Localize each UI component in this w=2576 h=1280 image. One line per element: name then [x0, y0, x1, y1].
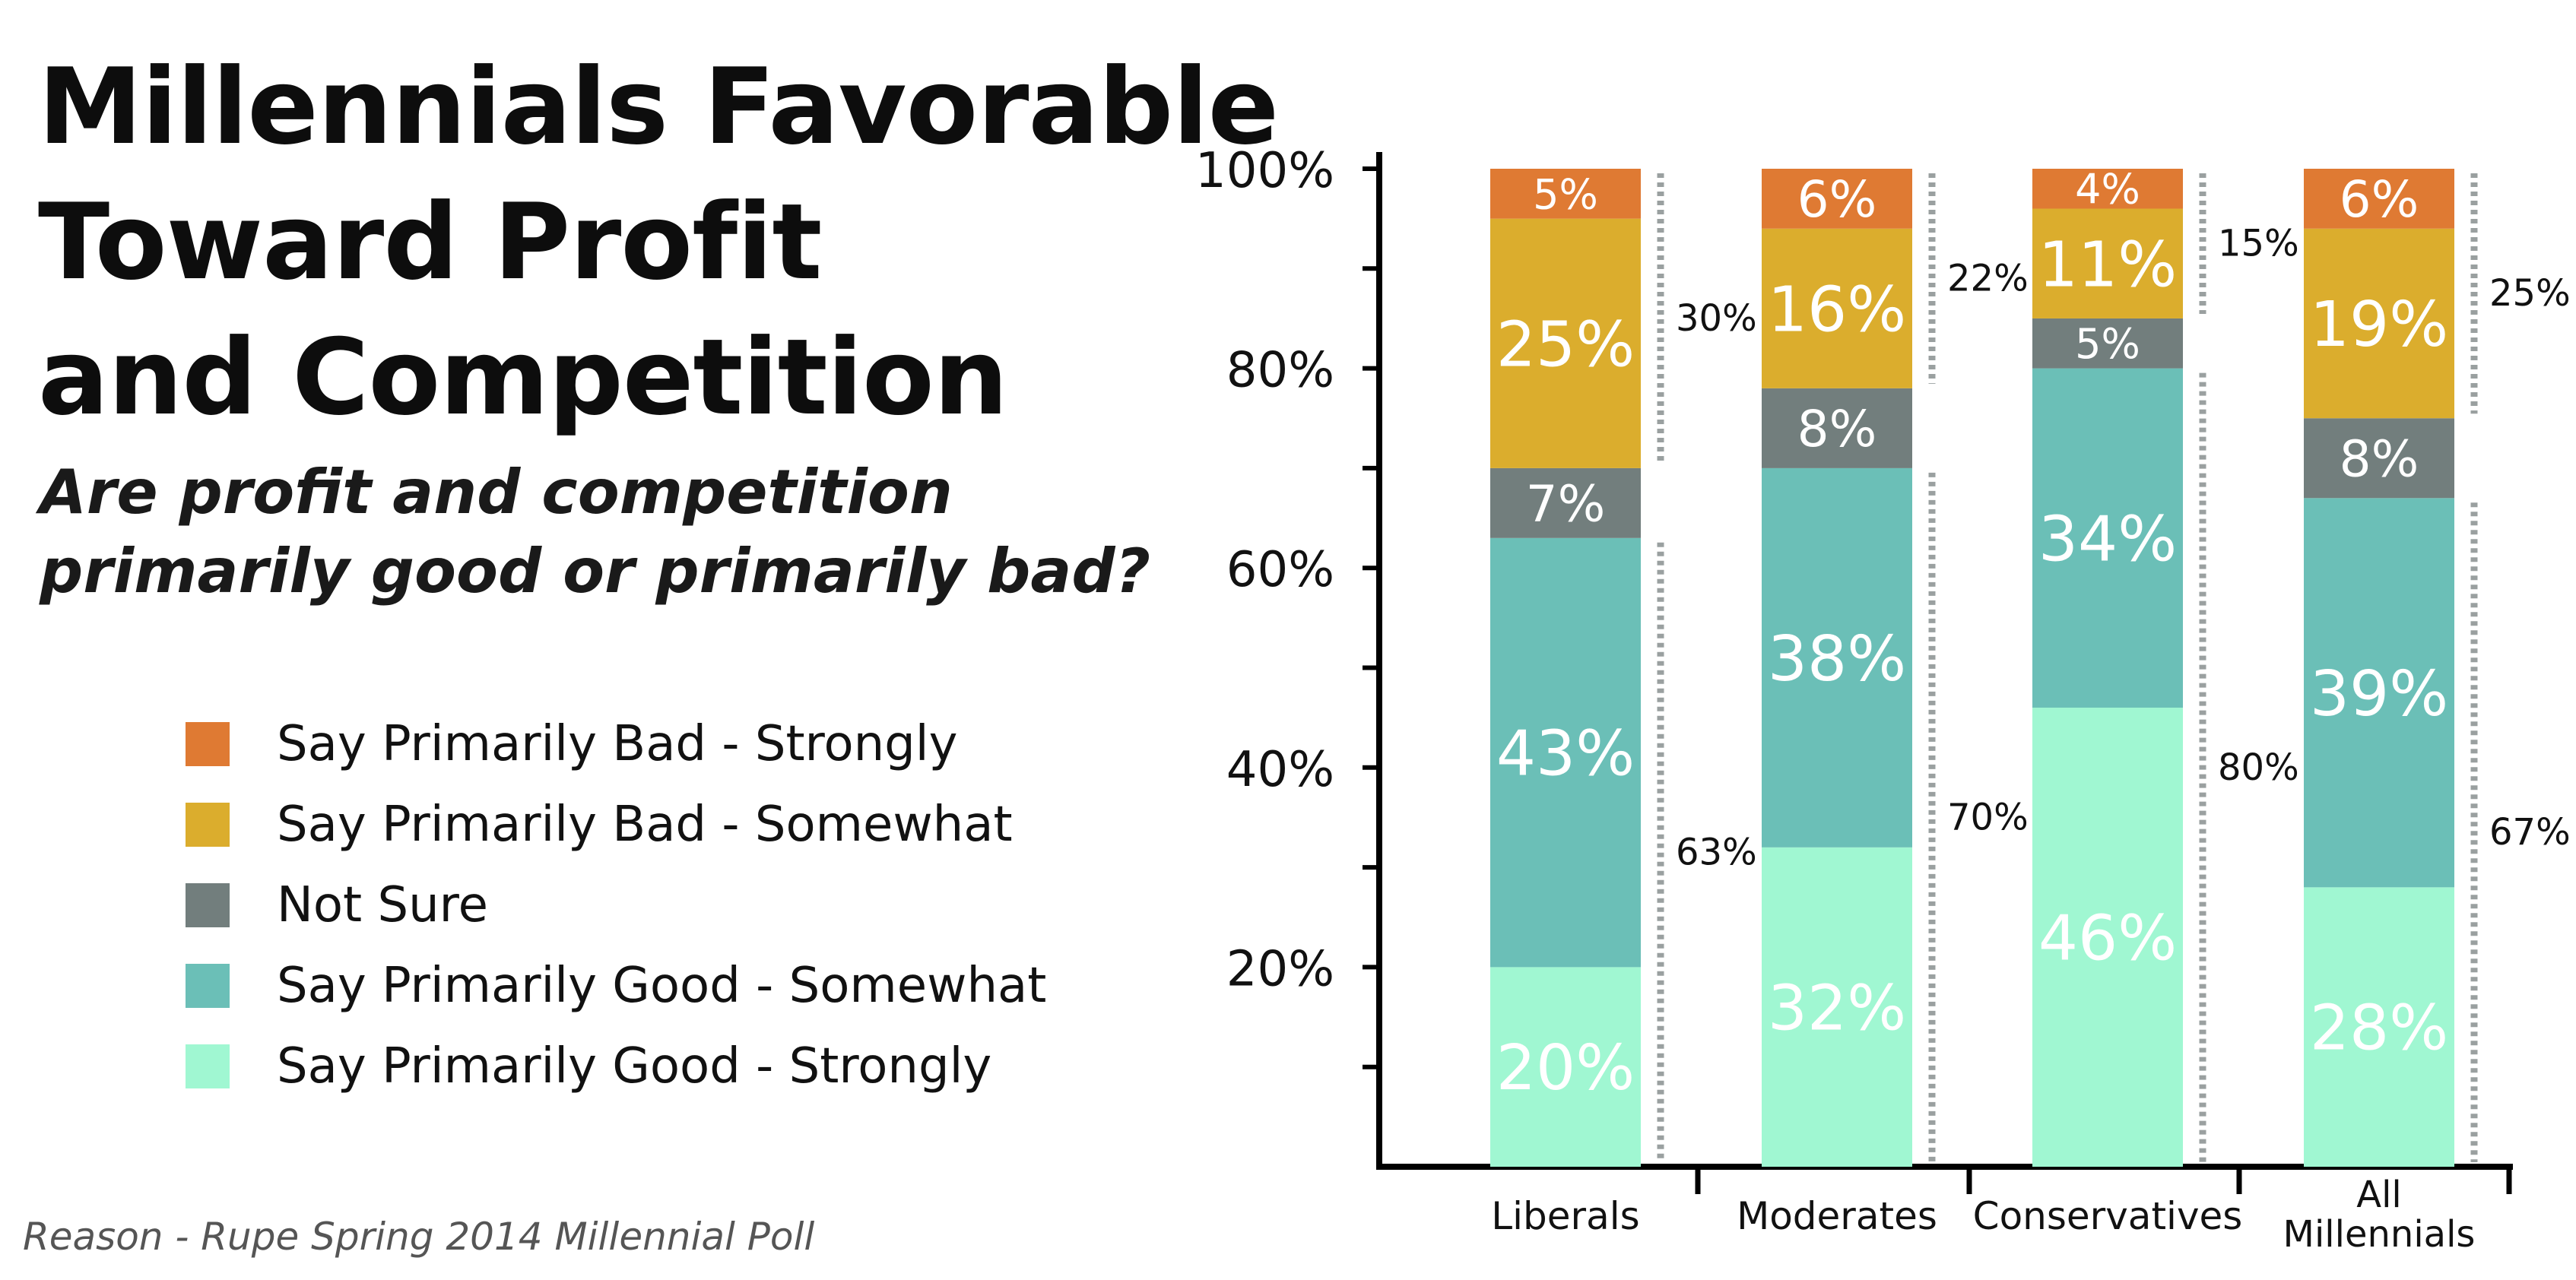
bar-segment	[1762, 388, 1912, 468]
bar-segment	[1490, 467, 1641, 538]
bar-segment	[1762, 169, 1912, 229]
bar-segment	[2304, 169, 2454, 229]
data-label: 4%	[2075, 166, 2140, 214]
x-category-label: Millennials	[2283, 1213, 2476, 1256]
legend-swatch	[186, 1044, 230, 1088]
good-total-label: 70%	[1947, 796, 2029, 838]
bar-segment	[1762, 228, 1912, 388]
good-total-label: 67%	[2489, 811, 2571, 854]
bar-segment	[2032, 208, 2183, 318]
data-label: 34%	[2038, 503, 2177, 575]
bar-segment	[1762, 847, 1912, 1167]
data-label: 11%	[2038, 229, 2177, 301]
subtitle-line-1: Are profit and competition	[40, 457, 953, 528]
legend-swatch	[186, 964, 230, 1008]
good-total-label: 63%	[1676, 831, 1757, 873]
data-label: 38%	[1768, 623, 1906, 695]
y-tick-label: 80%	[1226, 343, 1334, 399]
data-label: 32%	[1768, 972, 1906, 1044]
legend-label: Say Primarily Bad - Strongly	[277, 716, 958, 772]
bar-segment	[2304, 228, 2454, 419]
legend-label: Say Primarily Bad - Somewhat	[277, 797, 1013, 853]
data-label: 16%	[1768, 274, 1906, 346]
bar-segment	[2304, 498, 2454, 888]
data-label: 5%	[1533, 170, 1598, 218]
data-label: 6%	[2340, 170, 2419, 229]
data-label: 8%	[2340, 430, 2419, 489]
data-label: 7%	[1526, 475, 1606, 534]
bad-total-label: 15%	[2218, 222, 2299, 265]
y-tick-label: 100%	[1195, 143, 1334, 199]
bar-segment	[2304, 418, 2454, 499]
bar-segment	[2032, 318, 2183, 369]
bar-segment	[2304, 887, 2454, 1167]
data-label: 46%	[2038, 903, 2177, 975]
data-label: 5%	[2075, 320, 2140, 368]
chart-subtitle: Are profit and competition primarily goo…	[40, 453, 1150, 611]
data-label: 6%	[1797, 170, 1877, 229]
bar-segment	[2032, 708, 2183, 1167]
data-label: 25%	[1496, 309, 1635, 381]
good-total-label: 80%	[2218, 746, 2299, 789]
bad-total-label: 30%	[1676, 297, 1757, 340]
bad-total-label: 25%	[2489, 272, 2571, 315]
bar-segment	[1490, 169, 1641, 219]
bar-segment	[2032, 368, 2183, 708]
bar-segment	[1490, 967, 1641, 1167]
bad-total-label: 22%	[1947, 257, 2029, 299]
x-category-label: All	[2356, 1174, 2402, 1216]
title-line-2: Toward Profit	[38, 181, 822, 303]
data-label: 39%	[2310, 658, 2448, 730]
legend-swatch	[186, 803, 230, 847]
bar-segment	[1762, 467, 1912, 848]
bar-segment	[2032, 169, 2183, 209]
x-category-label: Conservatives	[1973, 1194, 2243, 1238]
y-tick-label: 20%	[1226, 941, 1334, 997]
x-category-label: Moderates	[1737, 1194, 1937, 1238]
data-label: 28%	[2310, 993, 2448, 1065]
data-label: 43%	[1496, 718, 1635, 790]
bar-segment	[1490, 218, 1641, 468]
data-label: 8%	[1797, 400, 1877, 458]
y-tick-label: 60%	[1226, 542, 1334, 598]
data-label: 20%	[1496, 1032, 1635, 1104]
x-category-label: Liberals	[1491, 1194, 1639, 1238]
chart-title: Millennials Favorable Toward Profit and …	[38, 40, 1279, 445]
title-line-1: Millennials Favorable	[38, 46, 1279, 168]
legend-swatch	[186, 722, 230, 766]
bar-segment	[1490, 537, 1641, 968]
data-label: 19%	[2310, 289, 2448, 361]
y-tick-label: 40%	[1226, 742, 1334, 798]
subtitle-line-2: primarily good or primarily bad?	[40, 536, 1151, 607]
source-note: Reason - Rupe Spring 2014 Millennial Pol…	[23, 1215, 815, 1259]
legend-label: Say Primarily Good - Somewhat	[277, 958, 1047, 1014]
legend-label: Not Sure	[277, 877, 488, 933]
title-line-3: and Competition	[38, 316, 1008, 439]
legend-label: Say Primarily Good - Strongly	[277, 1038, 992, 1095]
legend-swatch	[186, 883, 230, 927]
